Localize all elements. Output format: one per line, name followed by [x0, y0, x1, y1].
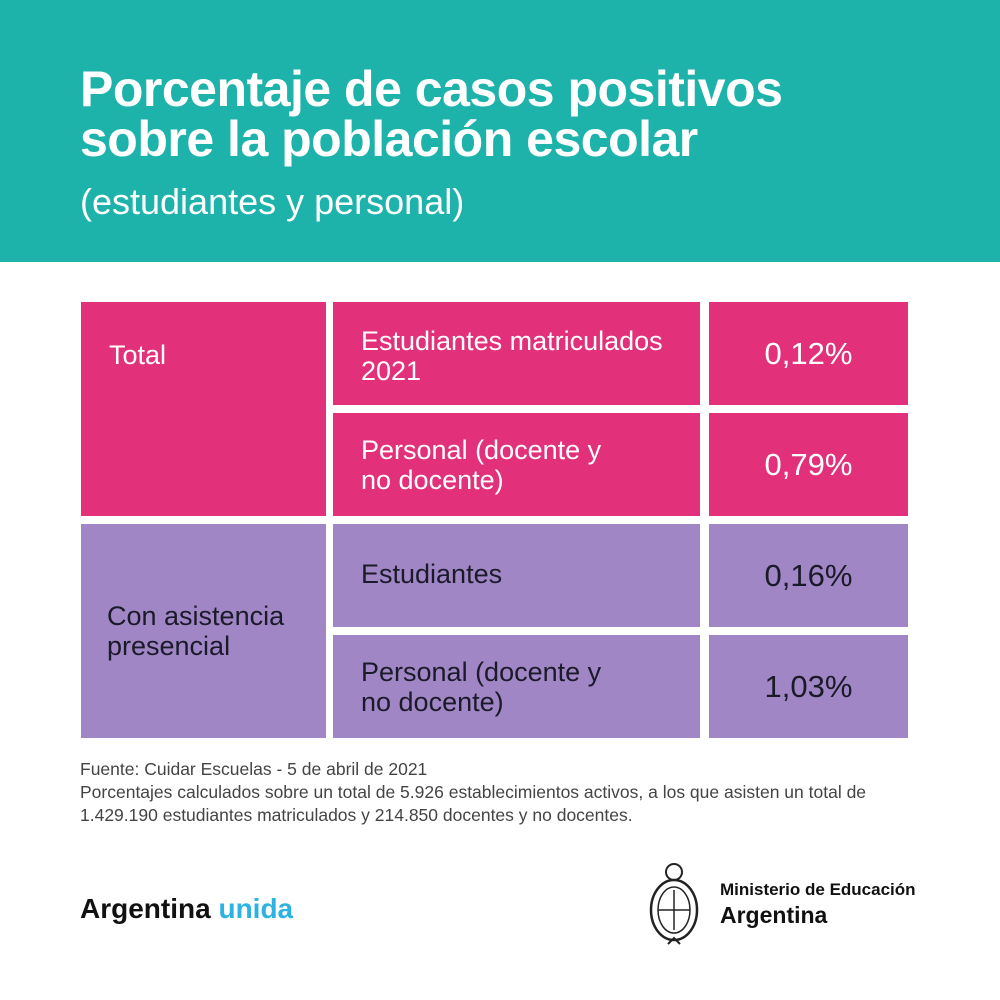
title: Porcentaje de casos positivos sobre la po…: [80, 61, 783, 167]
header-banner: Porcentaje de casos positivos sobre la po…: [0, 0, 1000, 262]
row-value: 0,79%: [709, 413, 908, 516]
brand-logo: Argentina unida: [80, 893, 294, 924]
row-label: Personal (docente y no docente): [333, 635, 700, 738]
row-label: Estudiantes: [333, 524, 700, 627]
row-value: 0,12%: [709, 302, 908, 405]
row-label: Personal (docente y no docente): [333, 413, 700, 516]
footnote: Fuente: Cuidar Escuelas - 5 de abril de …: [80, 758, 920, 827]
source: Fuente: Cuidar Escuelas - 5 de abril de …: [80, 759, 428, 779]
coat-of-arms-icon: [649, 863, 699, 945]
ministry-logo: Ministerio de Educación Argentina: [720, 880, 916, 928]
row-value: 0,16%: [709, 524, 908, 627]
subtitle: (estudiantes y personal): [80, 181, 465, 222]
group-presencial: Con asistencia presencial: [81, 524, 326, 738]
row-value: 1,03%: [709, 635, 908, 738]
note: Porcentajes calculados sobre un total de…: [80, 782, 867, 825]
group-total: Total: [81, 302, 326, 516]
row-label: Estudiantes matriculados 2021: [333, 302, 700, 405]
